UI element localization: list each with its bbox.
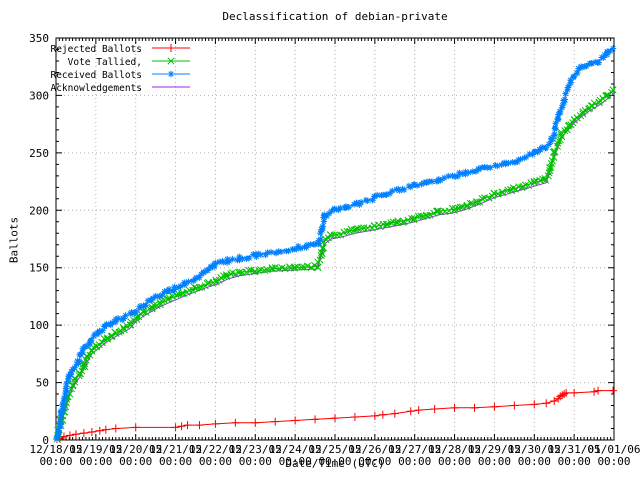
x-tick-date: 12/24/05	[269, 443, 322, 456]
x-tick-time: 00:00	[478, 455, 511, 468]
legend-sample-vote-tallied	[152, 57, 190, 65]
legend-label-rejected-ballots: Rejected Ballots	[50, 44, 142, 55]
x-tick-time: 00:00	[39, 455, 72, 468]
x-tick-date: 12/29/05	[468, 443, 521, 456]
y-tick-label: 250	[29, 147, 49, 160]
x-axis-title: Date/Time (UTC)	[285, 457, 385, 470]
x-tick-date: 12/28/05	[428, 443, 481, 456]
x-tick-time: 00:00	[199, 455, 232, 468]
x-tick-time: 00:00	[119, 455, 152, 468]
grid-lines	[55, 37, 615, 441]
legend: Rejected Ballots Vote Tallied, Received Ba…	[50, 44, 190, 94]
plot-border	[55, 37, 615, 441]
x-tick-date: 12/19/05	[69, 443, 122, 456]
series-markers-received-ballots	[53, 45, 617, 442]
x-tick-time: 00:00	[558, 455, 591, 468]
x-tick-date: 12/27/05	[388, 443, 441, 456]
y-tick-label: 300	[29, 89, 49, 102]
y-tick-label: 350	[29, 32, 49, 45]
x-tick-date: 12/23/05	[229, 443, 282, 456]
x-tick-time: 00:00	[398, 455, 431, 468]
series-vote-tallied	[53, 86, 617, 443]
y-tick-label: 200	[29, 204, 49, 217]
series-rejected-ballots	[53, 386, 617, 443]
x-tick-date: 12/25/05	[309, 443, 362, 456]
y-tick-label: 50	[36, 377, 49, 390]
x-tick-date: 12/31/05	[548, 443, 601, 456]
x-tick-date: 12/18/05	[30, 443, 83, 456]
x-tick-time: 00:00	[518, 455, 551, 468]
x-tick-time: 00:00	[597, 455, 630, 468]
x-tick-time: 00:00	[318, 455, 351, 468]
x-tick-date: 12/26/05	[348, 443, 401, 456]
x-tick-date: 12/20/05	[109, 443, 162, 456]
x-tick-time: 00:00	[279, 455, 312, 468]
legend-label-received-ballots: Received Ballots	[50, 70, 142, 81]
legend-label-vote-tallied: Vote Tallied,	[68, 57, 142, 68]
x-tick-labels: 12/18/0500:0012/19/0500:0012/20/0500:001…	[30, 443, 640, 468]
y-axis-title: Ballots	[7, 216, 21, 264]
series-received-ballots	[53, 45, 617, 442]
x-tick-time: 00:00	[239, 455, 272, 468]
y-tick-label: 150	[29, 262, 49, 275]
chart-title: Declassification of debian-private	[222, 10, 448, 23]
x-tick-time: 00:00	[79, 455, 112, 468]
series-markers-vote-tallied	[53, 86, 617, 443]
x-tick-date: 12/21/05	[149, 443, 202, 456]
x-tick-date: 01/01/06	[588, 443, 640, 456]
legend-sample-received-ballots	[152, 70, 190, 78]
y-tick-label: 100	[29, 319, 49, 332]
x-tick-date: 12/22/05	[189, 443, 242, 456]
y-tick-label: 0	[42, 434, 49, 447]
legend-sample-rejected-ballots	[152, 44, 190, 52]
x-tick-time: 00:00	[438, 455, 471, 468]
legend-label-acknowledgements: Acknowledgements	[50, 83, 142, 94]
y-tick-labels: 0 50 100 150 200 250 300 350	[29, 32, 49, 447]
x-tick-time: 00:00	[159, 455, 192, 468]
x-tick-date: 12/30/05	[508, 443, 561, 456]
x-tick-time: 00:00	[358, 455, 391, 468]
